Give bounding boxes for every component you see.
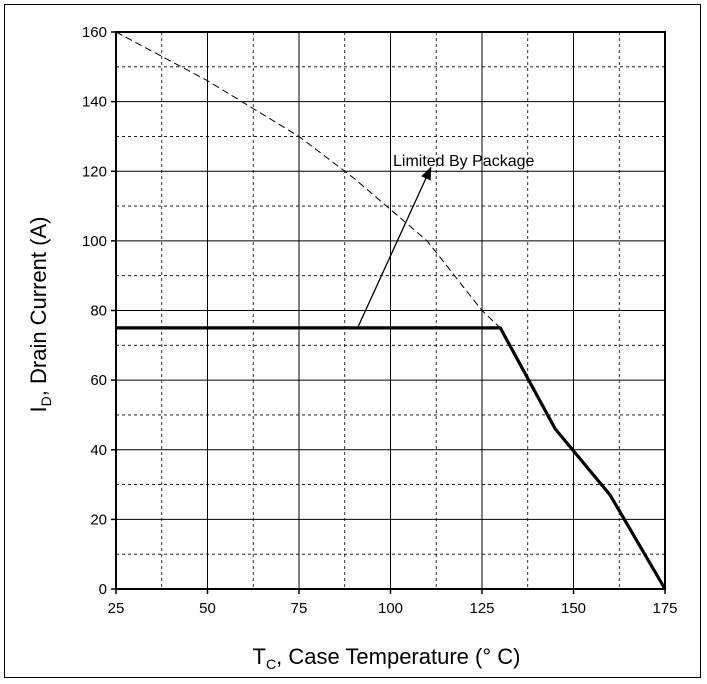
y-tick-label: 80 (90, 303, 107, 320)
y-axis-title: ID, Drain Current (A) (26, 217, 54, 413)
series-line-silicon-limit (115, 31, 501, 329)
series-line-current-limit (116, 326, 667, 590)
grid (116, 32, 665, 589)
y-tick-label: 100 (82, 233, 107, 250)
annotation-label: Limited By Package (393, 153, 535, 170)
y-tick-label: 120 (82, 163, 107, 180)
x-axis-title: TC, Case Temperature (° C) (253, 644, 521, 672)
annotation-arrow (356, 166, 432, 329)
x-tick-label: 25 (108, 600, 125, 617)
y-tick-label: 40 (90, 442, 107, 459)
y-tick-label: 60 (90, 372, 107, 389)
annotation: Limited By Package (356, 153, 535, 329)
y-tick-label: 20 (90, 511, 107, 528)
y-tick-label: 160 (82, 24, 107, 41)
x-tick-label: 175 (652, 600, 677, 617)
axis-titles: TC, Case Temperature (° C) ID, Drain Curr… (26, 217, 520, 672)
x-tick-label: 50 (199, 600, 216, 617)
x-tick-label: 100 (378, 600, 403, 617)
y-tick-label: 0 (99, 581, 107, 598)
tick-labels: 25 50 75 100 125 150 175 0 20 40 60 80 100 120 140 160 (82, 24, 678, 617)
axes (111, 31, 666, 594)
figure-frame (4, 4, 701, 678)
x-tick-label: 75 (291, 600, 308, 617)
x-tick-label: 150 (561, 600, 586, 617)
series-layer (115, 31, 667, 590)
x-tick-label: 125 (469, 600, 494, 617)
y-tick-label: 140 (82, 94, 107, 111)
